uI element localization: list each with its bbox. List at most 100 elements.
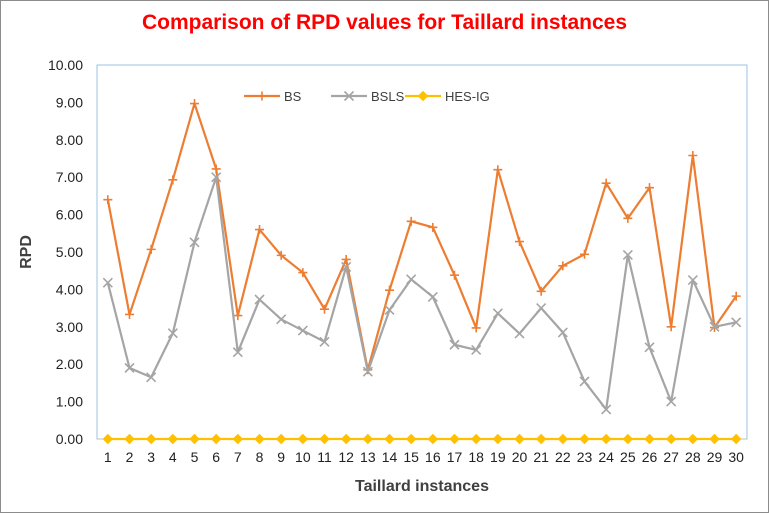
plot-area	[96, 64, 748, 440]
x-tick-label: 10	[295, 449, 311, 465]
x-tick-label: 14	[382, 449, 398, 465]
data-point-hes-ig	[470, 433, 482, 445]
data-point-bsls	[601, 404, 612, 415]
series-line-bs	[106, 102, 738, 371]
legend-item-bs: BS	[244, 89, 302, 104]
x-tick-label: 29	[707, 449, 723, 465]
data-point-hes-ig	[449, 433, 460, 445]
data-point-hes-ig	[210, 433, 222, 445]
data-point-hes-ig	[514, 433, 525, 445]
data-point-bs	[276, 250, 286, 260]
data-point-bsls	[579, 376, 590, 387]
x-tick-label: 19	[490, 449, 506, 465]
data-point-bs	[471, 323, 481, 333]
x-tick-label: 11	[317, 449, 332, 465]
x-tick-label: 4	[169, 449, 177, 465]
legend: BS BSLS HES-IG	[244, 89, 490, 104]
data-point-hes-ig	[319, 433, 330, 445]
x-tick-label: 6	[212, 449, 220, 465]
data-point-bsls	[384, 304, 395, 316]
data-point-bs	[255, 225, 264, 235]
legend-swatch-marker	[343, 90, 355, 102]
data-point-bs	[536, 286, 546, 296]
y-tick-label: 8.00	[56, 132, 83, 148]
data-point-bsls	[124, 362, 135, 374]
data-point-hes-ig	[730, 433, 742, 445]
data-point-bs	[601, 178, 611, 188]
data-point-bsls	[341, 261, 352, 273]
data-point-bsls	[102, 277, 113, 288]
data-point-bs	[645, 183, 654, 193]
data-point-bsls	[449, 339, 460, 350]
x-tick-label: 21	[533, 449, 549, 465]
y-tick-label: 1.00	[56, 394, 83, 410]
data-point-bs	[428, 222, 438, 232]
y-tick-label: 6.00	[56, 207, 83, 223]
x-tick-label: 22	[555, 449, 571, 465]
data-point-bs	[666, 322, 676, 332]
data-point-bsls	[146, 372, 157, 383]
data-point-bs	[125, 309, 134, 319]
x-tick-label: 28	[685, 449, 701, 465]
x-axis-title: Taillard instances	[355, 478, 489, 495]
data-point-hes-ig	[167, 433, 179, 445]
data-point-bsls	[297, 325, 308, 336]
y-tick-label: 10.00	[48, 57, 83, 73]
data-point-bs	[450, 270, 459, 280]
data-point-bs	[190, 99, 199, 109]
y-axis-ticks: 0.00 1.00 2.00 3.00 4.00 5.00 6.00 7.00 8.00 9.00…	[48, 57, 83, 447]
data-point-bsls	[211, 172, 222, 183]
legend-label: HES-IG	[445, 89, 490, 104]
data-point-bsls	[232, 347, 243, 358]
data-point-bsls	[471, 344, 482, 356]
y-tick-label: 0.00	[56, 431, 83, 447]
data-point-bsls	[709, 321, 720, 332]
x-tick-label: 17	[447, 449, 463, 465]
data-point-hes-ig	[427, 433, 439, 445]
data-point-hes-ig	[557, 433, 569, 445]
data-point-hes-ig	[297, 433, 309, 445]
x-tick-label: 23	[577, 449, 593, 465]
data-point-bsls	[254, 294, 265, 305]
data-point-bsls	[687, 274, 698, 286]
data-point-hes-ig	[124, 433, 135, 445]
data-point-bsls	[536, 303, 547, 314]
legend-swatch-marker	[417, 90, 429, 102]
data-point-hes-ig	[254, 433, 265, 445]
data-point-hes-ig	[622, 433, 634, 445]
data-point-bs	[493, 165, 503, 175]
data-point-bsls	[406, 274, 417, 285]
x-tick-label: 2	[126, 449, 134, 465]
legend-label: BSLS	[371, 89, 405, 104]
x-axis-ticks: 1 2 3 4 5 6 7 8 9 10 11 12 13 14 15 16 17 18 19 20 21 22 23 24 2…	[104, 449, 744, 465]
data-point-hes-ig	[340, 433, 352, 445]
data-point-bsls	[514, 328, 525, 339]
data-point-hes-ig	[384, 433, 395, 445]
data-point-hes-ig	[644, 433, 655, 445]
y-tick-label: 4.00	[56, 281, 83, 297]
data-point-hes-ig	[275, 433, 287, 445]
data-point-hes-ig	[665, 433, 677, 445]
data-point-hes-ig	[189, 433, 200, 445]
legend-swatch-marker	[257, 91, 267, 101]
data-point-bsls	[731, 317, 742, 328]
x-tick-label: 27	[663, 449, 679, 465]
x-tick-label: 16	[425, 449, 441, 465]
legend-item-bsls: BSLS	[331, 89, 405, 104]
data-point-hes-ig	[145, 433, 157, 445]
data-point-bsls	[167, 328, 178, 339]
data-point-bs	[731, 291, 741, 301]
data-point-bsls	[557, 327, 568, 338]
y-tick-label: 2.00	[56, 356, 83, 372]
x-tick-label: 9	[277, 449, 285, 465]
x-tick-label: 3	[147, 449, 155, 465]
x-tick-label: 30	[728, 449, 744, 465]
legend-label: BS	[284, 89, 302, 104]
x-tick-label: 12	[338, 449, 354, 465]
x-tick-label: 13	[360, 449, 376, 465]
data-point-bsls	[189, 237, 200, 248]
data-point-hes-ig	[579, 433, 590, 445]
data-point-hes-ig	[405, 433, 417, 445]
